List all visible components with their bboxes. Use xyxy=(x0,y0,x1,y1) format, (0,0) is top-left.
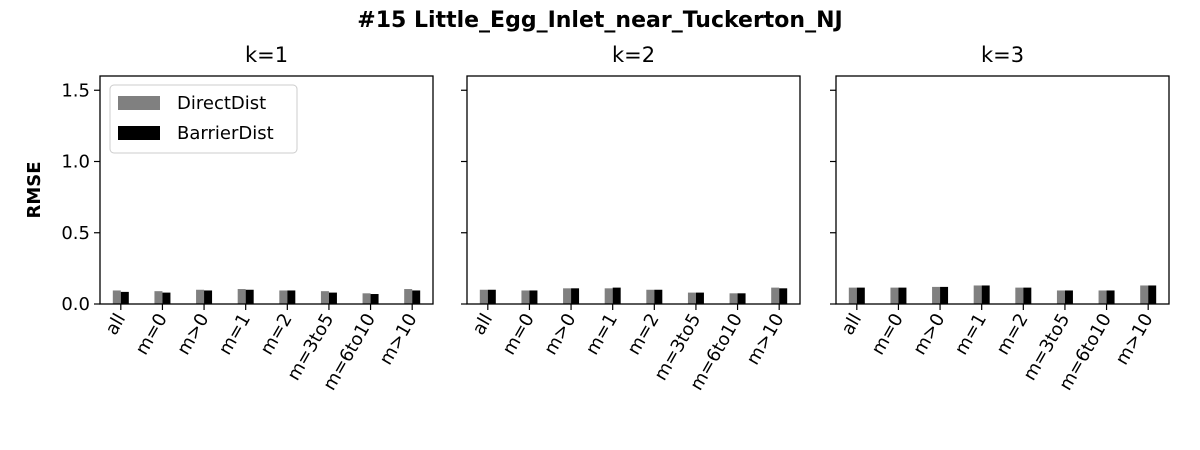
x-tick-label: m=2 xyxy=(623,310,663,359)
axes-frame xyxy=(835,75,1170,305)
bar-directdist xyxy=(237,289,246,304)
bar-barrierdist xyxy=(1023,287,1032,304)
legend-swatch-barrierdist xyxy=(118,126,160,140)
bar-directdist xyxy=(848,287,857,304)
bar-directdist xyxy=(1056,290,1065,304)
x-tick-label: m=0 xyxy=(499,310,539,359)
bar-directdist xyxy=(521,290,530,304)
bar-barrierdist xyxy=(1064,290,1073,304)
bar-directdist xyxy=(563,288,572,304)
x-tick-label: m=0 xyxy=(868,310,908,359)
bar-directdist xyxy=(1140,285,1149,304)
bar-barrierdist xyxy=(529,290,538,304)
bar-barrierdist xyxy=(370,294,379,304)
x-tick-label: m>0 xyxy=(540,310,580,359)
x-tick-label: all xyxy=(101,310,130,339)
bar-directdist xyxy=(112,290,121,304)
bar-directdist xyxy=(1098,290,1107,304)
bar-directdist xyxy=(1015,287,1024,304)
x-tick-label: all xyxy=(468,310,497,339)
bar-barrierdist xyxy=(695,292,704,304)
bar-directdist xyxy=(279,290,288,304)
bar-barrierdist xyxy=(856,287,865,304)
bar-directdist xyxy=(196,289,205,304)
x-tick-label: m=2 xyxy=(256,310,296,359)
bar-barrierdist xyxy=(779,288,788,304)
bar-directdist xyxy=(729,293,738,304)
bar-directdist xyxy=(973,285,982,304)
chart-suptitle: #15 Little_Egg_Inlet_near_Tuckerton_NJ xyxy=(357,8,842,33)
x-tick-label: m>0 xyxy=(909,310,949,359)
legend: DirectDist BarrierDist xyxy=(109,84,298,154)
bar-barrierdist xyxy=(1106,290,1115,304)
bar-barrierdist xyxy=(287,290,296,304)
x-tick-label: m>0 xyxy=(173,310,213,359)
bar-barrierdist xyxy=(898,287,907,304)
panel-title: k=2 xyxy=(612,43,655,67)
bar-barrierdist xyxy=(612,287,621,304)
bar-barrierdist xyxy=(1148,285,1157,304)
bar-barrierdist xyxy=(571,288,580,304)
bar-directdist xyxy=(932,286,941,304)
x-tick-label: m>10 xyxy=(376,310,422,369)
bar-barrierdist xyxy=(245,289,254,304)
axes-frame xyxy=(466,75,801,305)
axes-frame xyxy=(99,75,434,305)
x-tick-label: m=1 xyxy=(582,310,622,359)
bar-directdist xyxy=(604,288,613,304)
x-tick-label: m>10 xyxy=(1112,310,1158,369)
x-tick-label: m=0 xyxy=(132,310,172,359)
bar-directdist xyxy=(646,289,655,304)
y-tick-label: 1.5 xyxy=(61,80,90,101)
x-tick-label: all xyxy=(837,310,866,339)
bar-directdist xyxy=(154,291,163,304)
bar-barrierdist xyxy=(328,292,337,304)
y-tick-label: 0.5 xyxy=(61,223,90,244)
bar-barrierdist xyxy=(487,289,496,304)
x-tick-label: m=2 xyxy=(992,310,1032,359)
bar-directdist xyxy=(890,287,899,304)
panel-title: k=3 xyxy=(981,43,1024,67)
y-tick-label: 1.0 xyxy=(61,152,90,173)
bar-barrierdist xyxy=(204,290,213,304)
legend-label: DirectDist xyxy=(177,93,266,114)
bar-barrierdist xyxy=(412,290,421,304)
bar-barrierdist xyxy=(654,289,663,304)
bar-directdist xyxy=(404,289,413,304)
x-tick-label: m>10 xyxy=(743,310,789,369)
y-axis-label: RMSE xyxy=(24,161,45,218)
bar-directdist xyxy=(771,287,780,304)
legend-label: BarrierDist xyxy=(177,123,274,144)
bar-barrierdist xyxy=(120,291,129,304)
bar-barrierdist xyxy=(162,292,171,304)
bar-barrierdist xyxy=(737,293,746,304)
panel-title: k=1 xyxy=(245,43,288,67)
bar-directdist xyxy=(479,289,488,304)
y-tick-label: 0.0 xyxy=(61,294,90,315)
bar-directdist xyxy=(687,292,696,304)
x-tick-label: m=1 xyxy=(215,310,255,359)
x-tick-label: m=1 xyxy=(951,310,991,359)
bar-directdist xyxy=(320,291,329,304)
bar-barrierdist xyxy=(981,285,990,304)
legend-swatch-directdist xyxy=(118,96,160,110)
bar-directdist xyxy=(362,293,371,304)
bar-barrierdist xyxy=(940,286,949,304)
